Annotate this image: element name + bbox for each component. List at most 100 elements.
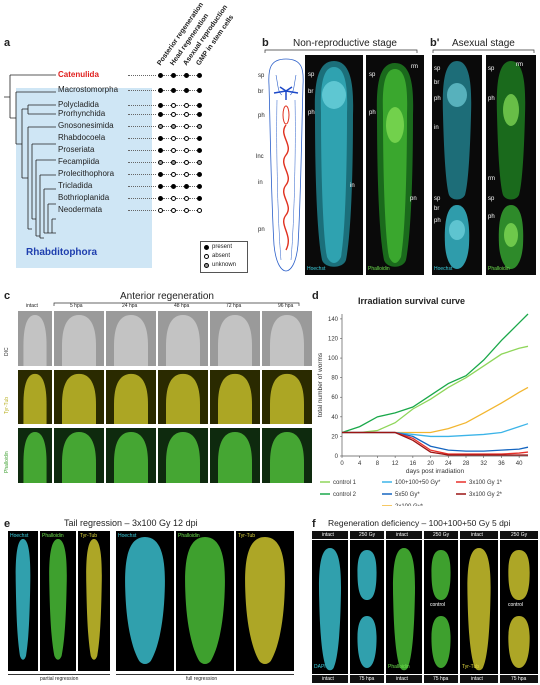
- e-channel-3: Hoechst: [118, 533, 137, 539]
- state-absent: [197, 208, 202, 213]
- panel-c-title-bracket: [53, 302, 300, 306]
- e-full-bracket: [116, 674, 294, 675]
- matrix-line: [176, 162, 184, 163]
- state-present: [158, 88, 163, 93]
- state-absent: [158, 208, 163, 213]
- state-absent: [171, 112, 176, 117]
- state-present: [158, 112, 163, 117]
- matrix-line: [176, 198, 184, 199]
- c-image-phalloidin-3: [158, 428, 208, 483]
- e-channel-5: Tyr-Tub: [238, 533, 256, 539]
- state-present: [197, 112, 202, 117]
- matrix-line: [189, 105, 197, 106]
- c-image-dic-1: [54, 311, 104, 366]
- c-image-dic-2: [106, 311, 156, 366]
- bp-h-br2: br: [434, 206, 440, 212]
- bp-p-sp1: sp: [488, 66, 495, 72]
- c-image-dic-3: [158, 311, 208, 366]
- c-timepoint-2: 24 hpa: [122, 303, 138, 309]
- state-absent: [184, 112, 189, 117]
- taxon-prorhynchida: Prorhynchida: [58, 109, 106, 118]
- y-tick-label: 140: [328, 317, 339, 323]
- matrix-line: [189, 150, 197, 151]
- legend-dot-absent: [204, 254, 209, 259]
- f-top-header-bg-2: [386, 531, 422, 539]
- f-bottom-header-bg-0: [312, 675, 348, 683]
- legend-label-2: 2x100 Gy*: [395, 504, 424, 506]
- matrix-line: [189, 75, 197, 76]
- f-bottom-header-bg-3: [424, 675, 458, 683]
- taxon-guide: [128, 174, 156, 175]
- state-unknown: [171, 160, 176, 165]
- schematic-label-sp: sp: [258, 73, 265, 79]
- matrix-line: [163, 186, 171, 187]
- legend-label-absent: absent: [212, 253, 231, 259]
- taxon-gnosonesimida: Gnosonesimida: [58, 121, 114, 130]
- matrix-line: [176, 126, 184, 127]
- c-image-phalloidin-1: [54, 428, 104, 483]
- x-tick-label: 4: [358, 461, 362, 467]
- bp-p-rm1: rm: [516, 62, 523, 68]
- f-top-header-bg-0: [312, 531, 348, 539]
- c-image-tyr-tub-0: [18, 370, 52, 424]
- x-tick-label: 32: [480, 461, 487, 467]
- state-absent: [184, 160, 189, 165]
- f-channel-phalloidin: Phalloidin: [388, 664, 410, 670]
- taxon-proseriata: Proseriata: [58, 145, 95, 154]
- panel-e-label: e: [4, 518, 11, 530]
- state-absent: [171, 208, 176, 213]
- state-present: [184, 73, 189, 78]
- panel-a-label: a: [4, 37, 11, 49]
- b-hoechst-sp: sp: [308, 72, 315, 78]
- c-timepoint-5: 96 hpa: [278, 303, 294, 309]
- c-row-label-dic: DIC: [4, 347, 10, 356]
- panel-b-title: Non-reproductive stage: [293, 38, 397, 49]
- state-present: [158, 73, 163, 78]
- b-phal-sp: sp: [369, 72, 376, 78]
- taxon-guide: [128, 126, 156, 127]
- state-present: [184, 184, 189, 189]
- state-present: [197, 88, 202, 93]
- f-top-header-4: intact: [471, 532, 483, 538]
- e-partial-bracket: [8, 674, 110, 675]
- matrix-line: [176, 174, 184, 175]
- state-unknown: [197, 160, 202, 165]
- panel-bprime-title-bracket: [432, 49, 535, 53]
- e-channel-4: Phalloidin: [178, 533, 200, 539]
- f-top-header-3: 250 Gy: [433, 532, 450, 538]
- panel-c-title: Anterior regeneration: [120, 291, 214, 302]
- state-present: [197, 148, 202, 153]
- x-tick-label: 0: [340, 461, 344, 467]
- bp-p-ph2: ph: [488, 214, 495, 220]
- y-axis-label: total number of worms: [317, 352, 324, 417]
- legend-label-0: control 1: [333, 480, 357, 486]
- x-tick-label: 20: [427, 461, 434, 467]
- panel-f-title: Regeneration deficiency – 100+100+50 Gy …: [328, 518, 511, 528]
- x-tick-label: 24: [445, 461, 452, 467]
- c-row-label-tyr-tub: Tyr-Tub: [4, 396, 10, 414]
- f-channel-tyrtub: Tyr-Tub: [462, 664, 480, 670]
- series-line-3: [342, 423, 529, 438]
- f-sub-caption-0: control: [430, 602, 446, 608]
- matrix-line: [163, 126, 171, 127]
- panel-f-label: f: [312, 518, 316, 530]
- taxon-macrostomorpha: Macrostomorpha: [58, 85, 119, 94]
- b-hoechst-in: in: [350, 183, 355, 189]
- matrix-line: [163, 198, 171, 199]
- taxon-tricladida: Tricladida: [58, 181, 93, 190]
- f-top-header-2: intact: [396, 532, 408, 538]
- x-tick-label: 8: [376, 461, 380, 467]
- matrix-line: [189, 186, 197, 187]
- f-top-header-bg-5: [500, 531, 538, 539]
- f-top-header-bg-3: [424, 531, 458, 539]
- panel-bprime-title: Asexual stage: [452, 38, 515, 49]
- state-absent: [171, 148, 176, 153]
- c-image-dic-0: [18, 311, 52, 366]
- bp-p-ph1: ph: [488, 96, 495, 102]
- b-phal-pn: pn: [410, 196, 417, 202]
- panel-b-phalloidin-image: [366, 55, 424, 275]
- state-absent: [184, 103, 189, 108]
- b-phal-ph: ph: [369, 110, 376, 116]
- state-present: [184, 88, 189, 93]
- c-image-tyr-tub-2: [106, 370, 156, 424]
